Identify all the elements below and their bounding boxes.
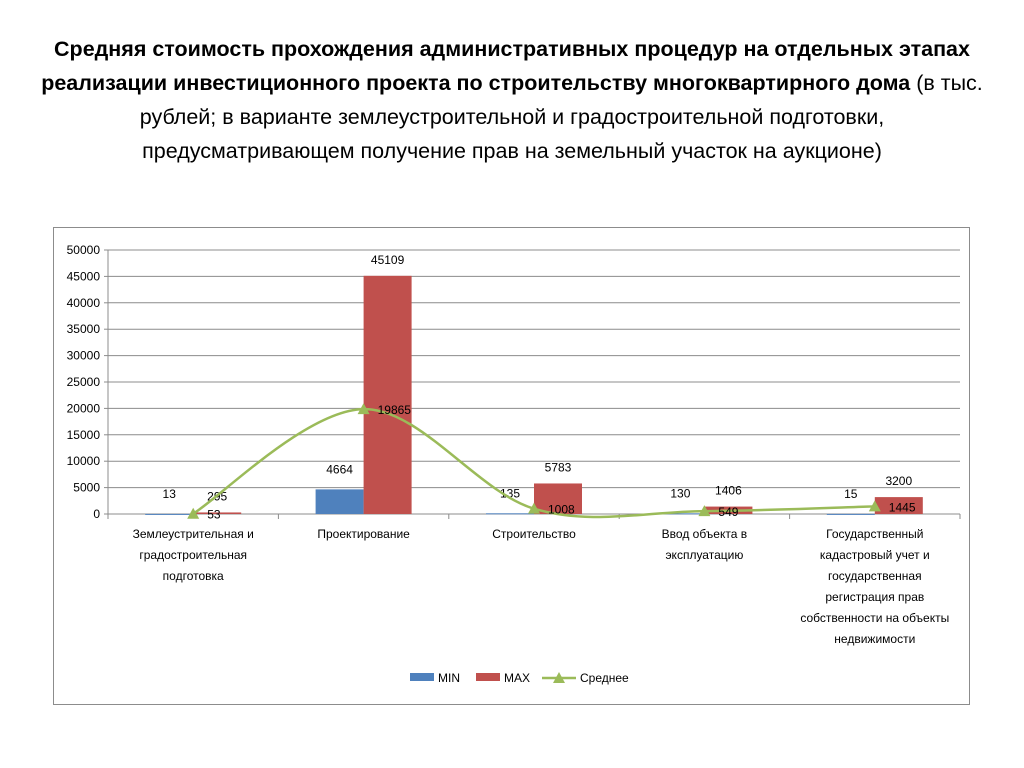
y-tick-label: 25000: [67, 375, 101, 389]
category-label-line: Проектирование: [317, 527, 410, 541]
data-label-max: 3200: [885, 474, 912, 488]
data-label-min: 13: [163, 487, 177, 501]
chart-svg: 0 5000 10000 15000 20000 25000 30000 35000 40000…: [67, 243, 961, 685]
bar-max: [363, 275, 412, 514]
data-label-min: 4664: [326, 462, 353, 476]
legend-label: MAX: [504, 671, 530, 685]
y-tick-label: 40000: [67, 296, 101, 310]
category-label-line: кадастровый учет и: [820, 548, 930, 562]
marker-average: [187, 507, 200, 519]
data-label-min: 15: [844, 487, 858, 501]
data-label-max: 45109: [371, 253, 405, 267]
data-label-average: 19865: [378, 403, 412, 417]
bar-min: [145, 513, 194, 515]
bar-min: [656, 513, 705, 515]
legend-label: MIN: [438, 671, 460, 685]
category-label-line: Ввод объекта в: [662, 527, 747, 541]
y-tick-label: 35000: [67, 322, 101, 336]
legend-label: Среднее: [580, 671, 629, 685]
marker-average: [698, 505, 711, 517]
bar-min: [315, 489, 364, 514]
category-label: Строительство: [492, 527, 576, 541]
category-label-line: государственная: [828, 569, 922, 583]
category-label-line: регистрация прав: [825, 590, 924, 604]
category-label-line: Землеустрительная и: [133, 527, 254, 541]
data-label-min: 130: [670, 486, 690, 500]
data-label-average: 1445: [889, 500, 916, 514]
category-label: Проектирование: [317, 527, 410, 541]
title-bold-part: Средняя стоимость прохождения администра…: [41, 37, 970, 95]
title-normal-part: (в тыс. рублей; в варианте землеустроите…: [139, 71, 983, 163]
marker-average: [868, 500, 881, 512]
bar-max: [874, 497, 923, 514]
category-label-line: эксплуатацию: [665, 548, 743, 562]
data-label-min: 135: [500, 486, 520, 500]
slide-title: Средняя стоимость прохождения администра…: [40, 32, 984, 168]
y-tick-label: 50000: [67, 243, 101, 257]
y-tick-label: 20000: [67, 401, 101, 415]
y-tick-label: 30000: [67, 349, 101, 363]
marker-average: [357, 403, 370, 415]
bar-max: [193, 512, 242, 514]
data-label-average: 1008: [548, 503, 575, 517]
category-label-line: Государственный: [826, 527, 923, 541]
y-tick-label: 15000: [67, 428, 101, 442]
category-label: Ввод объекта в эксплуатацию: [662, 527, 747, 562]
y-tick-label: 45000: [67, 269, 101, 283]
data-label-average: 549: [718, 505, 738, 519]
category-label: Государственный кадастровый учет и государ…: [800, 527, 949, 646]
category-label-line: подготовка: [163, 569, 224, 583]
marker-average: [528, 502, 540, 514]
y-tick-label: 10000: [67, 454, 101, 468]
category-label-line: Строительство: [492, 527, 576, 541]
legend-swatch-marker: [553, 672, 565, 683]
category-label-line: недвижимости: [834, 632, 915, 646]
category-label: Землеустрительная и градостроительная подг…: [133, 527, 254, 583]
legend-swatch-bar: [410, 673, 434, 681]
data-label-max: 5783: [545, 460, 572, 474]
bar-min: [486, 513, 534, 515]
legend-swatch-bar: [476, 673, 500, 681]
bar-max: [534, 483, 582, 514]
chart-frame: 0 5000 10000 15000 20000 25000 30000 35000 40000…: [53, 227, 970, 705]
category-label-line: собственности на объекты: [800, 611, 949, 625]
data-label-max: 1406: [715, 484, 742, 498]
y-tick-label: 5000: [73, 481, 100, 495]
y-tick-label: 0: [93, 507, 100, 521]
category-label-line: градостроительная: [139, 548, 247, 562]
data-label-average: 53: [207, 508, 221, 522]
bar-min: [826, 513, 875, 515]
